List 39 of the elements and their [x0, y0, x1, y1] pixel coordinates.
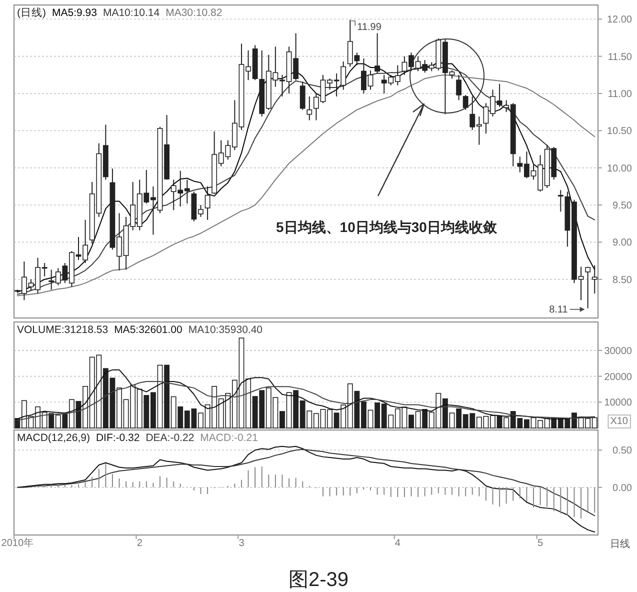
y-tick-label: 10000 — [604, 398, 632, 409]
y-tick-label: 0.00 — [612, 482, 632, 494]
y-tick-label: 10.50 — [606, 126, 632, 138]
y-tick-label: 10.00 — [606, 163, 632, 174]
chart-title: MACD(12,26,9) — [17, 432, 90, 444]
y-tick-label: 11.00 — [608, 88, 632, 100]
y-tick-label: 30000 — [604, 346, 632, 357]
line-series — [16, 446, 596, 533]
y-tick-label: 11.50 — [608, 52, 632, 63]
text: MACD:-0.21 — [200, 432, 258, 444]
x-axis-title: 日线 — [610, 538, 630, 550]
y-tick-label: 8.50 — [612, 274, 632, 286]
y-tick-label: 9.00 — [612, 238, 632, 249]
text: MA10:35930.40 — [188, 324, 263, 336]
x-tick-label: 4 — [394, 538, 401, 549]
text: MA10:10.14 — [102, 7, 160, 19]
annotation: 11.99 — [357, 22, 382, 33]
annotation: 5日均线、10日均线与30日均线收敛 — [276, 219, 498, 235]
chart-title: (日线) — [17, 6, 46, 19]
x-tick-label: 2 — [136, 538, 143, 549]
x-tick-label: 2010年 — [1, 537, 34, 549]
y-tick-label: 12.00 — [606, 14, 632, 26]
x-tick-label: 3 — [238, 538, 245, 549]
text: MA5:32601.00 — [114, 324, 183, 336]
y-tick-label: 20000 — [604, 372, 632, 383]
series-label: VOLUME:31218.53 — [17, 324, 108, 336]
text: MA30:10.82 — [166, 7, 222, 19]
y-tick-label: 9.50 — [612, 200, 632, 212]
x-tick-label: 5 — [538, 538, 544, 549]
y-axis-title: X10 — [610, 416, 628, 427]
line-series — [16, 448, 596, 516]
y-tick-label: 0.50 — [612, 446, 632, 457]
annotation: 8.11 — [549, 304, 568, 316]
caption: 图2-39 — [288, 569, 349, 591]
line-series — [16, 380, 596, 421]
series-label: DEA:-0.22 — [146, 432, 194, 444]
line-series — [16, 369, 596, 420]
series-label: DIF:-0.32 — [96, 432, 140, 444]
text: MA5:9.93 — [52, 7, 98, 19]
